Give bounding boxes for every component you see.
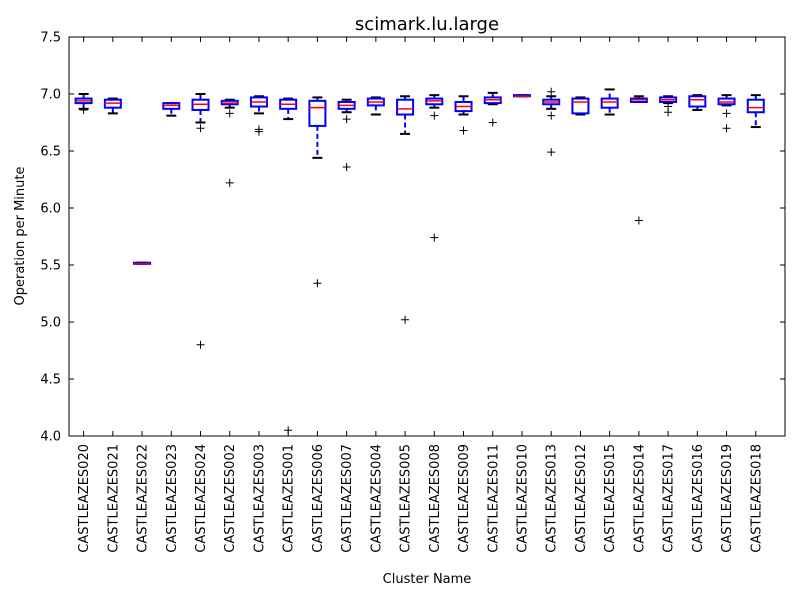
x-tick-label: CASTLEAZES006 <box>311 444 326 553</box>
plot-marks <box>74 87 765 435</box>
outlier-marker <box>430 233 439 242</box>
box-group <box>337 98 356 171</box>
outlier-marker <box>225 109 234 118</box>
box-group <box>366 96 385 116</box>
outlier-marker <box>342 162 351 171</box>
outlier-marker <box>547 87 556 96</box>
outlier-marker <box>722 124 731 133</box>
box-group <box>191 93 210 349</box>
x-tick-label: CASTLEAZES021 <box>106 444 121 553</box>
box-group <box>571 96 590 116</box>
box-group <box>483 91 502 127</box>
y-tick-label: 5.0 <box>40 316 61 331</box>
box-group <box>249 95 268 136</box>
outlier-marker <box>430 111 439 120</box>
box-group <box>659 95 678 117</box>
box-iqr <box>396 98 415 116</box>
outlier-marker <box>254 127 263 136</box>
box-group <box>308 96 327 288</box>
x-tick-label: CASTLEAZES015 <box>603 444 618 553</box>
y-tick-label: 4.0 <box>40 430 61 445</box>
outlier-marker <box>664 108 673 117</box>
x-tick-label: CASTLEAZES020 <box>77 444 92 553</box>
box-group <box>220 98 239 187</box>
y-tick-label: 4.5 <box>40 373 61 388</box>
y-axis-label: Operation per Minute <box>13 167 28 306</box>
box-group <box>512 94 531 98</box>
box-iqr <box>308 99 327 127</box>
x-tick-label: CASTLEAZES007 <box>340 444 355 553</box>
box-iqr <box>688 95 707 108</box>
outlier-marker <box>196 340 205 349</box>
x-tick-label: CASTLEAZES003 <box>252 444 267 553</box>
box-group <box>688 94 707 111</box>
plot-frame <box>68 36 786 437</box>
x-tick-label: CASTLEAZES017 <box>662 444 677 553</box>
x-tick-label: CASTLEAZES024 <box>194 444 209 553</box>
x-tick-label: CASTLEAZES011 <box>486 444 501 553</box>
box-iqr <box>600 97 619 109</box>
x-axis-label: Cluster Name <box>383 572 472 587</box>
y-tick-label: 5.5 <box>40 259 61 274</box>
x-tick-label: CASTLEAZES005 <box>399 444 414 553</box>
chart-title: scimark.lu.large <box>355 14 499 35</box>
x-tick-label: CASTLEAZES018 <box>749 444 764 553</box>
x-tick-label: CASTLEAZES009 <box>457 444 472 553</box>
x-tick-label: CASTLEAZES008 <box>428 444 443 553</box>
outlier-marker <box>79 105 88 114</box>
x-tick-label: CASTLEAZES012 <box>574 444 589 553</box>
outlier-marker <box>342 115 351 124</box>
box-group <box>629 95 648 225</box>
box-iqr <box>571 97 590 115</box>
x-tick-label: CASTLEAZES002 <box>223 444 238 553</box>
outlier-marker <box>722 109 731 118</box>
outlier-marker <box>634 216 643 225</box>
box-group <box>133 261 152 265</box>
y-tick-label: 6.5 <box>40 145 61 160</box>
x-tick-label: CASTLEAZES013 <box>545 444 560 553</box>
box-group <box>425 94 444 242</box>
outlier-marker <box>488 118 497 127</box>
y-tick-label: 6.0 <box>40 202 61 217</box>
box-group <box>542 87 561 157</box>
x-tick-label: CASTLEAZES001 <box>282 444 297 553</box>
outlier-marker <box>459 126 468 135</box>
x-tick-label: CASTLEAZES022 <box>136 444 151 553</box>
outlier-marker <box>313 279 322 288</box>
outlier-marker <box>196 124 205 133</box>
x-tick-label: CASTLEAZES014 <box>632 444 647 553</box>
y-tick-label: 7.0 <box>40 88 61 103</box>
box-iqr <box>746 98 765 114</box>
box-group <box>103 97 122 115</box>
x-tick-label: CASTLEAZES019 <box>720 444 735 553</box>
box-group <box>396 95 415 324</box>
box-group <box>600 88 619 116</box>
box-group <box>746 94 765 129</box>
x-tick-label: CASTLEAZES016 <box>691 444 706 553</box>
outlier-marker <box>547 148 556 157</box>
axes: 4.0 4.5 5.0 5.5 6.0 6.5 7.0 7.5 CASTLEAZES020 CAS… <box>40 31 785 553</box>
x-tick-label: CASTLEAZES010 <box>515 444 530 553</box>
box-group <box>454 95 473 135</box>
box-group <box>74 93 93 114</box>
outlier-marker <box>225 178 234 187</box>
box-group <box>162 102 181 117</box>
outlier-marker <box>401 315 410 324</box>
box-group <box>717 94 736 133</box>
x-tick-label: CASTLEAZES023 <box>165 444 180 553</box>
box-group <box>279 97 298 435</box>
y-tick-label: 7.5 <box>40 31 61 46</box>
outlier-marker <box>547 111 556 120</box>
x-tick-label: CASTLEAZES004 <box>369 444 384 553</box>
